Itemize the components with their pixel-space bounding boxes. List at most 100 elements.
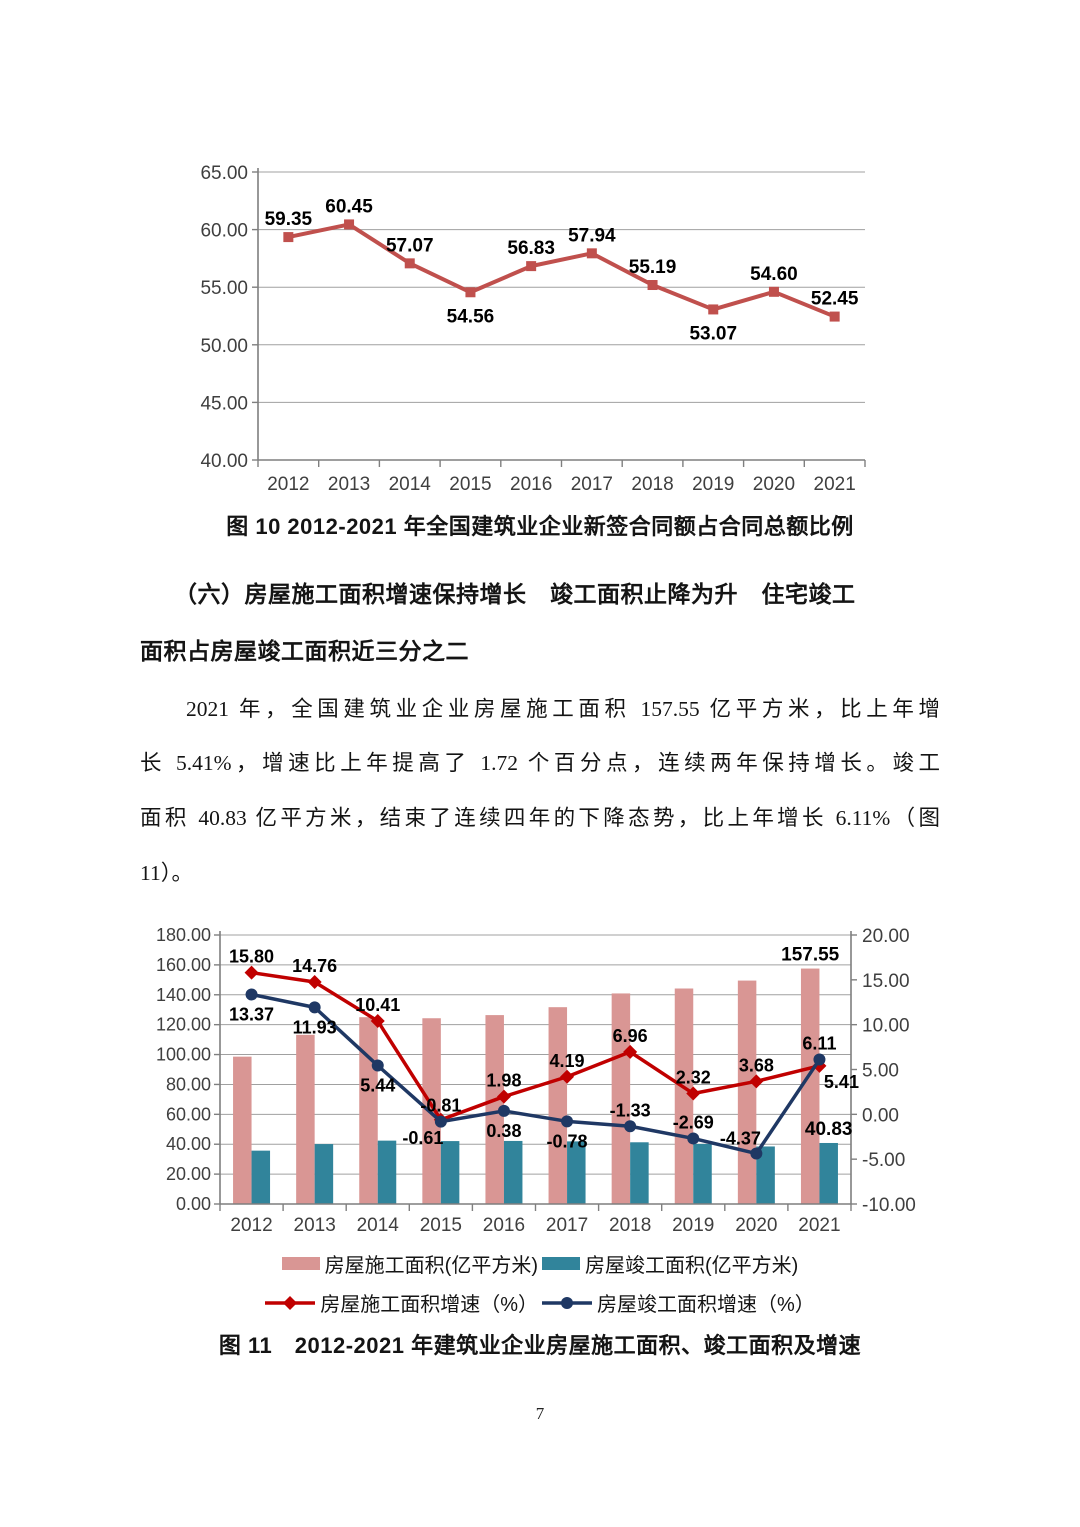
svg-text:14.76: 14.76 <box>292 956 337 976</box>
x-axis-labels: 2012 2013 2014 2015 2016 2017 2018 2019 2020 2021 <box>267 474 856 495</box>
growth-line-markers <box>245 988 826 1160</box>
svg-text:-10.00: -10.00 <box>862 1195 916 1216</box>
svg-text:5.41: 5.41 <box>824 1072 859 1092</box>
svg-text:15.80: 15.80 <box>229 947 274 967</box>
svg-text:3.68: 3.68 <box>739 1055 774 1075</box>
svg-text:180.00: 180.00 <box>156 925 211 945</box>
svg-text:45.00: 45.00 <box>200 393 248 414</box>
svg-text:2018: 2018 <box>631 474 673 495</box>
svg-text:-2.69: -2.69 <box>673 1112 714 1132</box>
bar-value-labels: 157.55 40.83 <box>781 945 852 1140</box>
series-line <box>287 222 836 319</box>
svg-text:54.60: 54.60 <box>750 264 798 285</box>
svg-text:13.37: 13.37 <box>229 1004 274 1024</box>
svg-text:2014: 2014 <box>389 474 432 495</box>
left-axis-labels: 0.00 20.00 40.00 60.00 80.00 100.00 120.00 140.… <box>156 925 211 1214</box>
svg-text:157.55: 157.55 <box>781 945 840 966</box>
legend-line-swatch-icon <box>542 1296 592 1309</box>
svg-text:15.00: 15.00 <box>862 971 910 992</box>
svg-text:52.45: 52.45 <box>811 289 859 310</box>
svg-text:2016: 2016 <box>510 474 552 495</box>
svg-text:59.35: 59.35 <box>265 209 313 230</box>
svg-text:2021: 2021 <box>798 1215 840 1236</box>
figure11-legend-row-lines: 房屋施工面积增速（%） 房屋竣工面积增速（%） <box>0 1288 1080 1317</box>
growth-line <box>251 970 820 1122</box>
svg-text:100.00: 100.00 <box>156 1045 211 1065</box>
svg-text:20.00: 20.00 <box>862 926 910 947</box>
svg-text:55.00: 55.00 <box>200 278 248 299</box>
svg-text:2012: 2012 <box>267 474 309 495</box>
body-paragraph-line2: 长 5.41%，增速比上年提高了 1.72 个百分点，连续两年保持增长。竣工 <box>140 751 940 775</box>
svg-text:57.94: 57.94 <box>568 225 616 246</box>
series-markers <box>283 219 840 322</box>
svg-text:50.00: 50.00 <box>200 336 248 357</box>
figure11-caption: 图 11 2012-2021 年建筑业企业房屋施工面积、竣工面积及增速 <box>218 1333 862 1358</box>
svg-text:-0.81: -0.81 <box>420 1096 461 1116</box>
svg-text:40.83: 40.83 <box>805 1119 853 1140</box>
section-heading-line1: （六）房屋施工面积增速保持增长 竣工面积止降为升 住宅竣工 <box>174 581 856 607</box>
section-heading-line2: 面积占房屋竣工面积近三分之二 <box>140 638 469 664</box>
body-paragraph-line3: 面积 40.83 亿平方米，结束了连续四年的下降态势，比上年增长 6.11%（图 <box>140 806 940 830</box>
svg-text:-4.37: -4.37 <box>720 1129 761 1149</box>
svg-text:2013: 2013 <box>294 1215 336 1236</box>
svg-text:-0.78: -0.78 <box>547 1131 588 1151</box>
legend-label: 房屋施工面积(亿平方米) <box>324 1255 538 1277</box>
axes <box>214 931 857 1211</box>
legend-line-swatch-icon <box>265 1295 316 1310</box>
svg-text:-1.33: -1.33 <box>610 1100 651 1120</box>
svg-text:1.98: 1.98 <box>486 1071 521 1091</box>
svg-text:2021: 2021 <box>814 474 856 495</box>
data-labels: 59.35 60.45 57.07 54.56 56.83 57.94 55.19 53.07… <box>265 196 859 344</box>
svg-text:10.41: 10.41 <box>355 995 400 1015</box>
svg-text:57.07: 57.07 <box>386 235 434 256</box>
svg-text:2.32: 2.32 <box>676 1068 711 1088</box>
svg-text:10.00: 10.00 <box>862 1016 910 1037</box>
svg-text:2016: 2016 <box>483 1215 525 1236</box>
page-number: 7 <box>535 1404 545 1423</box>
legend-bar-swatch-icon <box>542 1257 580 1270</box>
figure10-caption: 图 10 2012-2021 年全国建筑业企业新签合同额占合同总额比例 <box>226 514 854 539</box>
svg-text:140.00: 140.00 <box>156 985 211 1005</box>
figure11-legend-row-bars: 房屋施工面积(亿平方米) 房屋竣工面积(亿平方米) <box>0 1249 1080 1278</box>
legend-item: 房屋施工面积增速（%） <box>265 1288 538 1317</box>
svg-text:53.07: 53.07 <box>689 323 737 344</box>
svg-text:-5.00: -5.00 <box>862 1150 905 1171</box>
svg-text:60.00: 60.00 <box>200 221 248 242</box>
axes <box>252 168 866 467</box>
svg-text:2019: 2019 <box>692 474 734 495</box>
legend-bar-swatch-icon <box>281 1257 320 1270</box>
svg-text:40.00: 40.00 <box>200 451 248 472</box>
svg-text:2018: 2018 <box>609 1215 651 1236</box>
svg-text:2020: 2020 <box>735 1215 777 1236</box>
svg-text:65.00: 65.00 <box>200 163 248 184</box>
body-paragraph-line1: 2021 年，全国建筑业企业房屋施工面积 157.55 亿平方米，比上年增 <box>186 697 940 721</box>
y-axis-labels: 40.00 45.00 50.00 55.00 60.00 65.00 <box>200 163 248 472</box>
svg-text:0.38: 0.38 <box>486 1121 521 1141</box>
svg-text:56.83: 56.83 <box>507 238 555 259</box>
svg-text:2015: 2015 <box>449 474 491 495</box>
legend-item: 房屋施工面积(亿平方米) <box>281 1249 538 1278</box>
svg-text:11.93: 11.93 <box>293 1017 337 1037</box>
svg-text:0.00: 0.00 <box>862 1105 899 1126</box>
svg-text:80.00: 80.00 <box>166 1074 211 1094</box>
bar-series <box>233 968 838 1204</box>
svg-text:2014: 2014 <box>357 1215 400 1236</box>
svg-text:2020: 2020 <box>753 474 795 495</box>
svg-text:4.19: 4.19 <box>550 1051 585 1071</box>
svg-text:20.00: 20.00 <box>166 1164 211 1184</box>
legend-label: 房屋竣工面积增速（%） <box>597 1294 815 1316</box>
svg-text:-0.61: -0.61 <box>402 1128 443 1148</box>
svg-text:160.00: 160.00 <box>156 955 211 975</box>
legend-item: 房屋竣工面积增速（%） <box>542 1288 815 1317</box>
body-paragraph-line4: 11）。 <box>140 861 193 885</box>
right-axis-labels: -10.00 -5.00 0.00 5.00 10.00 15.00 20.00 <box>862 926 916 1216</box>
svg-text:40.00: 40.00 <box>166 1134 211 1154</box>
svg-text:2017: 2017 <box>546 1215 588 1236</box>
svg-text:0.00: 0.00 <box>176 1194 211 1214</box>
svg-text:6.96: 6.96 <box>613 1026 648 1046</box>
legend-label: 房屋施工面积增速（%） <box>320 1294 538 1316</box>
legend-item: 房屋竣工面积(亿平方米) <box>542 1249 798 1278</box>
svg-text:5.00: 5.00 <box>862 1061 899 1082</box>
